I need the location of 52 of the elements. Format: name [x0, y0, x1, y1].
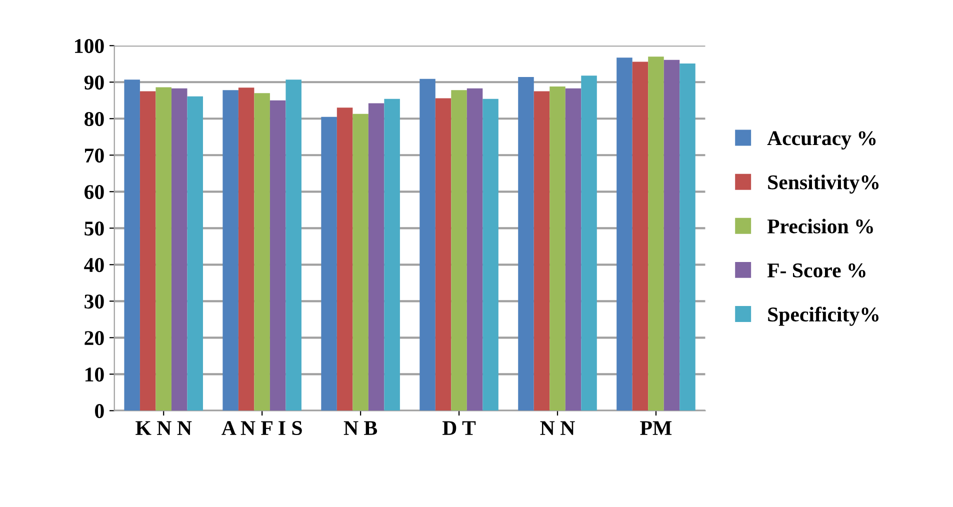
y-tick-label: 100 — [75, 39, 104, 54]
x-tick-label: PM — [640, 421, 672, 435]
bar — [321, 116, 337, 411]
bar — [156, 87, 172, 411]
bar — [680, 64, 696, 411]
legend-label: Accuracy % — [767, 131, 876, 150]
bar — [616, 58, 632, 411]
bar — [352, 114, 368, 411]
bar — [664, 60, 680, 411]
bar — [140, 91, 156, 411]
y-tick-label: 10 — [85, 368, 104, 382]
y-tick-label: 20 — [84, 331, 104, 346]
y-tick-label: 50 — [84, 222, 104, 236]
bar — [171, 88, 188, 411]
bar — [222, 90, 238, 411]
bar — [420, 78, 436, 411]
bar — [384, 98, 400, 411]
bar — [565, 88, 582, 411]
bar — [286, 80, 302, 411]
legend-label: Specificity% — [768, 306, 878, 326]
bar — [518, 77, 534, 411]
bar — [435, 98, 452, 411]
x-tick-label: D T — [442, 421, 476, 435]
bar — [270, 100, 286, 411]
bar — [632, 62, 648, 411]
bar — [534, 91, 550, 411]
x-tick-label: A N F I S — [222, 421, 302, 436]
bar — [187, 96, 203, 411]
bar — [124, 80, 140, 411]
bar — [336, 108, 353, 411]
y-tick-label: 30 — [84, 294, 104, 309]
y-tick-label: 90 — [84, 76, 104, 90]
y-tick-label: 70 — [84, 148, 104, 163]
legend-label: F- Score % — [767, 263, 866, 278]
y-tick-label: 80 — [84, 112, 104, 126]
bar — [451, 90, 467, 411]
bar — [254, 93, 270, 411]
bar — [368, 103, 384, 411]
legend-label: Sensitivity% — [768, 174, 879, 194]
bar — [466, 88, 483, 411]
bar — [550, 86, 566, 411]
x-tick-label: N N — [540, 421, 575, 435]
y-tick-label: 0 — [95, 404, 104, 418]
y-tick-label: 40 — [84, 258, 104, 272]
y-tick-label: 60 — [84, 185, 104, 200]
bar — [482, 98, 498, 411]
legend-label: Precision % — [767, 218, 873, 234]
x-tick-label: N B — [344, 421, 378, 435]
bar — [581, 76, 597, 411]
bar — [648, 56, 664, 411]
bar — [238, 88, 254, 411]
x-tick-label: K N N — [136, 421, 192, 435]
